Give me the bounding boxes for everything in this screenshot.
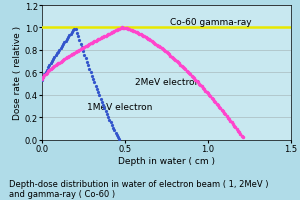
Text: 1MeV electron: 1MeV electron	[87, 103, 152, 112]
Text: 2MeV electron: 2MeV electron	[135, 77, 200, 86]
Text: Co-60 gamma-ray: Co-60 gamma-ray	[170, 18, 251, 27]
X-axis label: Depth in water ( cm ): Depth in water ( cm )	[118, 156, 215, 165]
Text: Depth-dose distribution in water of electron beam ( 1, 2MeV )
and gamma-ray ( Co: Depth-dose distribution in water of elec…	[9, 179, 268, 198]
Y-axis label: Dose rate ( relative ): Dose rate ( relative )	[13, 26, 22, 120]
